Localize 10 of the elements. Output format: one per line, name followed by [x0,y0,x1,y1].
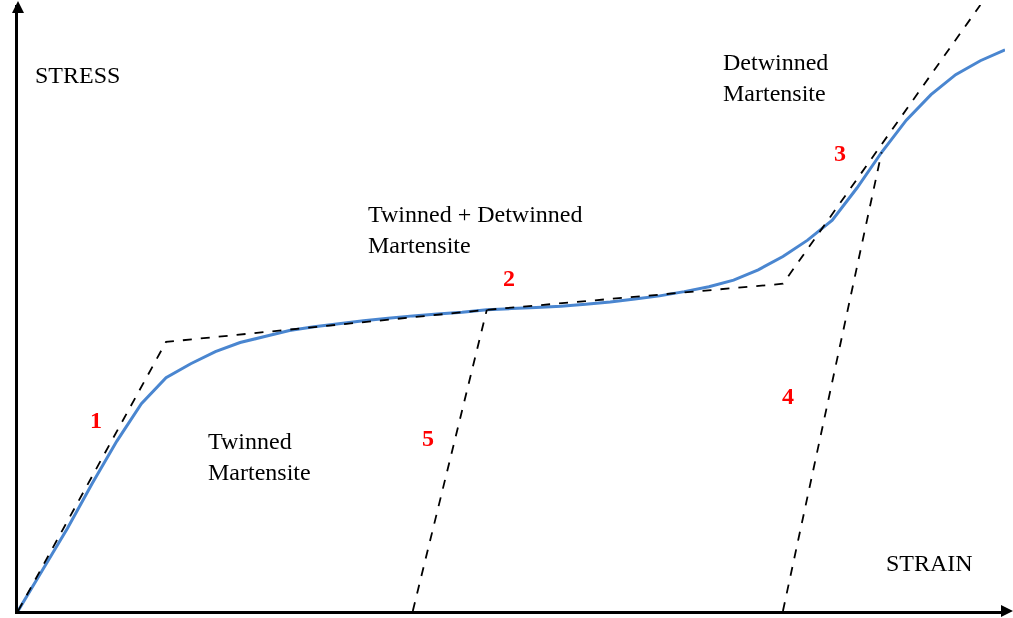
annotation: 4 [782,383,794,409]
annotation: 3 [834,140,846,166]
annotation: Detwinned Martensite [723,49,829,107]
annotation: Twinned Martensite [208,428,311,486]
annotation: 1 [90,407,102,433]
annotation: 2 [503,265,515,291]
annotation: Twinned + Detwinned Martensite [368,201,583,259]
annotation: 5 [422,425,434,451]
y-axis-title: STRESS [35,62,121,88]
x-axis-title: STRAIN [886,550,973,576]
